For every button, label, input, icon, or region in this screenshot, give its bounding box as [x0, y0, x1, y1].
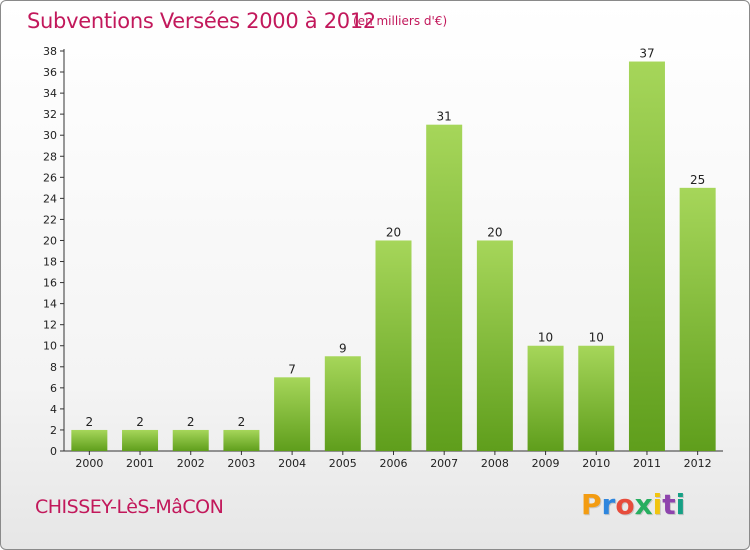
chart-labels: 0246810121416182022242628303234363820002… [43, 45, 712, 470]
value-label-2008: 20 [487, 225, 502, 239]
commune-name: CHISSEY-LèS-MâCON [35, 496, 224, 518]
y-tick-label: 6 [50, 382, 57, 395]
value-label-2003: 2 [238, 415, 246, 429]
value-label-2005: 9 [339, 341, 347, 355]
bar-2010 [578, 345, 615, 451]
bar-2002 [172, 429, 209, 451]
y-tick-label: 12 [43, 319, 57, 332]
value-label-2007: 31 [437, 110, 452, 124]
y-tick-label: 20 [43, 234, 57, 247]
y-tick-label: 10 [43, 340, 57, 353]
value-label-2006: 20 [386, 225, 401, 239]
y-tick-label: 18 [43, 256, 57, 269]
y-tick-label: 30 [43, 129, 57, 142]
y-tick-label: 0 [50, 445, 57, 458]
brand-letter: x [634, 488, 653, 521]
x-tick-label-2012: 2012 [684, 457, 712, 470]
y-tick-label: 24 [43, 192, 57, 205]
y-tick-label: 8 [50, 361, 57, 374]
x-tick-label-2009: 2009 [532, 457, 560, 470]
x-tick-label-2005: 2005 [329, 457, 357, 470]
brand-letter: o [615, 488, 635, 521]
value-label-2012: 25 [690, 173, 705, 187]
bar-2008 [476, 240, 513, 451]
bar-2005 [324, 356, 361, 451]
y-tick-label: 14 [43, 298, 57, 311]
bar-2007 [426, 124, 463, 452]
y-tick-label: 38 [43, 45, 57, 58]
brand-letter: t [662, 488, 676, 521]
x-tick-label-2011: 2011 [633, 457, 661, 470]
x-tick-label-2001: 2001 [126, 457, 154, 470]
bar-2001 [122, 429, 159, 451]
chart-title: Subventions Versées 2000 à 2012 [27, 9, 376, 33]
y-tick-label: 2 [50, 424, 57, 437]
y-tick-label: 28 [43, 150, 57, 163]
brand-letter: r [601, 488, 616, 521]
value-label-2010: 10 [589, 331, 604, 345]
bar-2012 [679, 187, 716, 451]
chart-bars [71, 61, 716, 452]
x-tick-label-2010: 2010 [582, 457, 610, 470]
value-label-2000: 2 [86, 415, 94, 429]
bar-2006 [375, 240, 412, 451]
x-tick-label-2002: 2002 [177, 457, 205, 470]
x-tick-label-2008: 2008 [481, 457, 509, 470]
proxiti-logo: Proxiti [581, 488, 685, 521]
x-tick-label-2006: 2006 [380, 457, 408, 470]
value-label-2011: 37 [639, 47, 654, 61]
value-label-2002: 2 [187, 415, 195, 429]
x-tick-label-2003: 2003 [227, 457, 255, 470]
y-tick-label: 34 [43, 87, 57, 100]
y-tick-label: 26 [43, 171, 57, 184]
y-tick-label: 32 [43, 108, 57, 121]
bar-2000 [71, 429, 108, 451]
bar-2003 [223, 429, 260, 451]
y-tick-label: 4 [50, 403, 57, 416]
chart-subtitle: (en milliers d'€) [353, 14, 448, 28]
x-tick-label-2007: 2007 [430, 457, 458, 470]
brand-letter: i [652, 488, 663, 521]
x-tick-label-2000: 2000 [75, 457, 103, 470]
brand-letter: P [581, 488, 602, 521]
value-label-2004: 7 [288, 362, 296, 376]
bar-2011 [628, 61, 665, 452]
x-tick-label-2004: 2004 [278, 457, 306, 470]
value-label-2001: 2 [136, 415, 144, 429]
bar-2004 [274, 377, 311, 451]
brand-letter: i [675, 488, 686, 521]
y-tick-label: 22 [43, 213, 57, 226]
bar-2009 [527, 345, 564, 451]
y-tick-label: 16 [43, 277, 57, 290]
value-label-2009: 10 [538, 331, 553, 345]
y-tick-label: 36 [43, 66, 57, 79]
